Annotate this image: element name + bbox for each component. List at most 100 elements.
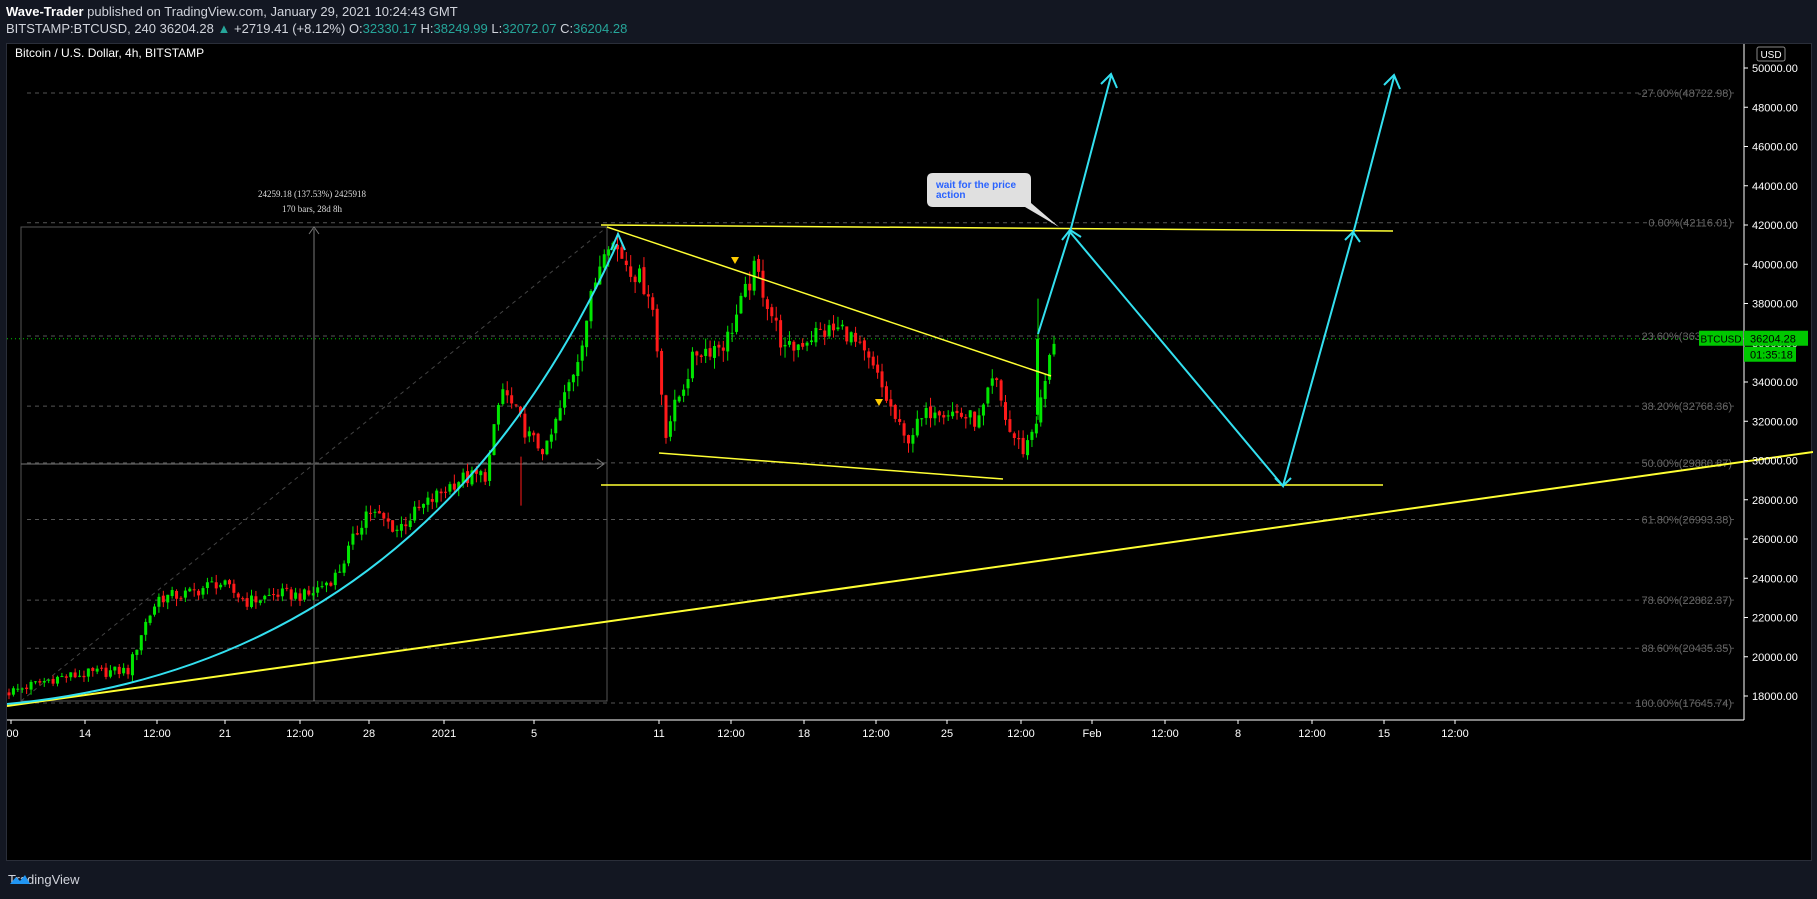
price-tick-label: 40000.00 bbox=[1752, 259, 1798, 271]
descending-trendline bbox=[606, 226, 1052, 377]
candle-body bbox=[157, 596, 161, 607]
candle-body bbox=[518, 406, 522, 414]
time-tick-label: 12:00 bbox=[1298, 728, 1326, 740]
candle-body bbox=[347, 545, 351, 564]
currency-badge[interactable] bbox=[1756, 46, 1786, 62]
candle-body bbox=[563, 392, 567, 408]
tradingview-logo[interactable]: TradingView bbox=[8, 872, 80, 887]
candle-body bbox=[223, 580, 227, 585]
fib-level-label: 0.00%(42116.01) bbox=[1648, 218, 1732, 230]
candle-body bbox=[915, 418, 919, 436]
candle-body bbox=[695, 351, 699, 356]
candle-body bbox=[964, 417, 968, 419]
candle-body bbox=[1030, 431, 1034, 440]
candle-body bbox=[117, 666, 121, 675]
close-value: 36204.28 bbox=[573, 21, 628, 36]
time-tick-label: 12:00 bbox=[717, 728, 745, 740]
candle-body bbox=[20, 688, 24, 690]
candle-body bbox=[25, 687, 29, 690]
candle-body bbox=[108, 670, 112, 677]
candle-body bbox=[787, 341, 791, 345]
time-tick-label: 12:00 bbox=[1151, 728, 1179, 740]
candle-body bbox=[170, 590, 174, 597]
candle-body bbox=[104, 667, 108, 677]
candlestick-chart[interactable]: Bitcoin / U.S. Dollar, 4h, BITSTAMP -27.0… bbox=[7, 44, 1813, 862]
candle-body bbox=[126, 667, 130, 675]
candle-body bbox=[995, 378, 999, 381]
candle-body bbox=[1034, 423, 1038, 434]
candle-body bbox=[510, 395, 514, 404]
price-tag-symbol-bg bbox=[1699, 330, 1743, 346]
measure-diagonal bbox=[20, 226, 608, 702]
candles bbox=[7, 233, 1056, 700]
candle-body bbox=[479, 471, 483, 476]
candle-body bbox=[175, 590, 179, 599]
price-tick-label: 44000.00 bbox=[1752, 181, 1798, 193]
close-label: C: bbox=[560, 21, 574, 36]
candle-body bbox=[210, 581, 214, 583]
candle-body bbox=[153, 606, 157, 615]
callout-bubble[interactable] bbox=[927, 173, 1059, 227]
time-tick-label: 12:00 bbox=[143, 728, 171, 740]
candle-body bbox=[959, 412, 963, 417]
candle-body bbox=[122, 667, 126, 674]
fib-level-label: 50.00%(29880.87) bbox=[1641, 458, 1732, 470]
candle-body bbox=[258, 600, 262, 603]
candle-body bbox=[712, 346, 716, 358]
time-tick-label: Feb bbox=[1083, 728, 1102, 740]
candle-body bbox=[814, 327, 818, 343]
candle-body bbox=[338, 571, 342, 573]
candle-body bbox=[285, 587, 289, 589]
candle-body bbox=[421, 503, 425, 508]
time-tick-label: :00 bbox=[7, 728, 19, 740]
arrow-head-icon bbox=[1100, 72, 1118, 89]
last-price: 36204.28 bbox=[159, 21, 214, 36]
candle-body bbox=[946, 415, 950, 417]
resistance-line bbox=[600, 224, 1394, 232]
candle-body bbox=[86, 668, 90, 677]
candle-body bbox=[699, 355, 703, 357]
candle-body bbox=[60, 676, 64, 678]
candle-body bbox=[470, 470, 474, 485]
candle-body bbox=[241, 598, 245, 600]
candle-body bbox=[342, 563, 346, 573]
candle-body bbox=[192, 589, 196, 591]
candle-body bbox=[576, 362, 580, 377]
candle-body bbox=[78, 675, 82, 677]
candle-body bbox=[364, 511, 368, 528]
price-tick-label: 26000.00 bbox=[1752, 534, 1798, 546]
candle-body bbox=[377, 511, 381, 514]
candle-body bbox=[664, 395, 668, 438]
candle-body bbox=[413, 506, 417, 521]
candle-body bbox=[673, 399, 677, 422]
candle-body bbox=[399, 524, 403, 531]
candle-body bbox=[585, 320, 589, 348]
price-tick-label: 48000.00 bbox=[1752, 102, 1798, 114]
candle-body bbox=[1008, 419, 1012, 432]
candle-body bbox=[779, 320, 783, 348]
candle-body bbox=[651, 297, 655, 310]
candle-body bbox=[893, 404, 897, 419]
chart-area[interactable]: Bitcoin / U.S. Dollar, 4h, BITSTAMP -27.0… bbox=[6, 43, 1813, 862]
candle-body bbox=[615, 244, 619, 250]
candle-body bbox=[607, 249, 611, 256]
projection-path bbox=[1037, 229, 1354, 489]
symbol-label: BITSTAMP:BTCUSD, 240 bbox=[6, 21, 157, 36]
price-tick-label: 32000.00 bbox=[1752, 416, 1798, 428]
candle-body bbox=[355, 533, 359, 535]
price-tag-symbol: BTCUSD bbox=[1700, 335, 1741, 346]
candle-body bbox=[933, 412, 937, 419]
candle-body bbox=[33, 681, 37, 683]
chart-title: Bitcoin / U.S. Dollar, 4h, BITSTAMP bbox=[15, 46, 204, 60]
author-name[interactable]: Wave-Trader bbox=[6, 4, 84, 19]
candle-body bbox=[430, 499, 434, 502]
candle-body bbox=[298, 593, 302, 601]
candle-body bbox=[620, 247, 624, 259]
currency-label: USD bbox=[1760, 50, 1781, 61]
candle-body bbox=[986, 387, 990, 404]
candle-body bbox=[320, 586, 324, 588]
candle-body bbox=[42, 681, 46, 683]
candle-body bbox=[682, 389, 686, 396]
candle-body bbox=[1026, 440, 1030, 456]
candle-body bbox=[474, 469, 478, 474]
